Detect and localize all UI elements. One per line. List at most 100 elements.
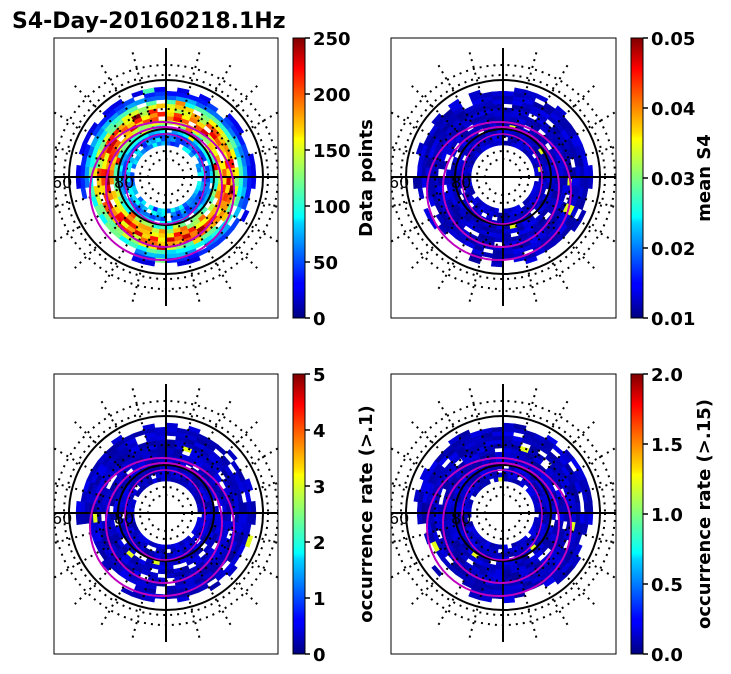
heatmap-cell: [468, 89, 482, 98]
heatmap-cell: [554, 573, 568, 585]
colorbar-tick-label: 50: [313, 253, 338, 274]
heatmap-cell: [468, 256, 482, 265]
heatmap-cell: [142, 423, 156, 431]
heatmap-cell: [491, 90, 504, 97]
heatmap-cell: [419, 467, 429, 481]
heatmap-cell: [75, 500, 82, 514]
colorbar-tick-label: 2: [313, 533, 326, 554]
lat-label-60: 60: [52, 509, 72, 528]
heatmap-cell: [457, 429, 471, 439]
heatmap-cell: [587, 512, 594, 526]
heatmap-cell: [110, 434, 124, 446]
colorbar-tick-label: 1.0: [651, 505, 683, 526]
heatmap-cell: [502, 422, 516, 429]
heatmap-cell: [165, 228, 174, 235]
axes-frame: [390, 37, 617, 319]
heatmap-cell: [120, 587, 134, 597]
heatmap-cell: [157, 569, 167, 575]
heatmap-cell: [502, 597, 516, 604]
heatmap-cell: [502, 233, 512, 239]
lat-labels: 60 80: [389, 509, 471, 528]
heatmap-cell: [165, 439, 176, 445]
heatmap-cell: [165, 115, 175, 121]
heatmap-cell: [491, 426, 504, 433]
heatmap-cell: [157, 111, 167, 117]
heatmap-cell: [176, 259, 190, 267]
auroral-oval-outer: [426, 457, 572, 597]
heatmap-cell: [165, 573, 175, 579]
heatmap-cell: [187, 425, 201, 434]
heatmap-cell: [75, 176, 82, 190]
colorbar: 0.01 0.02 0.03 0.04 0.05 mean S4: [630, 29, 715, 330]
auroral-oval-inner: [442, 126, 560, 248]
heatmap-cell: [570, 219, 582, 233]
heatmap-cell: [468, 592, 482, 601]
heatmap-cell: [208, 580, 222, 592]
colorbar-gradient: [292, 373, 306, 655]
colorbar-tick-label: 3: [313, 477, 326, 498]
lat-labels: 60 80: [389, 173, 471, 192]
lat-label-60: 60: [389, 173, 409, 192]
axes-frame: [53, 37, 279, 319]
colorbar-tick-label: 250: [313, 29, 351, 50]
auroral-oval-outer: [89, 457, 235, 597]
colorbar: 0.0 0.5 1.0 1.5 2.0 occurrence rate (>.15): [630, 365, 715, 666]
colorbar-label: mean S4: [694, 134, 715, 222]
heatmap-cell: [240, 209, 250, 223]
heatmap-cell: [110, 98, 124, 110]
axes-frame: [53, 373, 279, 655]
panel-top-left: 60 80 0 50 100 150 200 250 Data points: [52, 29, 377, 330]
heatmap-cell: [87, 121, 99, 135]
panel-top-right: 60 80 0.01 0.02 0.03 0.04 0.05 mean S4: [389, 29, 715, 330]
auroral-oval-outer: [89, 121, 235, 261]
heatmap-cell: [198, 93, 212, 103]
lat-label-60: 60: [389, 509, 409, 528]
heatmap-cell: [535, 93, 549, 103]
colorbar-tick-label: 1.5: [651, 435, 683, 456]
heatmap-cell: [494, 115, 504, 121]
heatmap-cell: [165, 451, 175, 457]
heatmap-cells: [75, 86, 257, 267]
panel-bottom-right: 60 80 0.0 0.5 1.0 1.5 2.0 occurrence rate (>.15…: [389, 365, 715, 666]
auroral-oval-inner: [442, 462, 560, 584]
heatmap-cell: [153, 86, 167, 93]
auroral-oval-core: [461, 469, 543, 561]
heatmap-cell: [502, 569, 512, 575]
heatmap-cell: [165, 569, 175, 575]
heatmap-cell: [75, 512, 82, 526]
colorbar-tick-label: 0.0: [651, 645, 683, 666]
polar-plot-area: 60 80: [52, 384, 278, 642]
auroral-oval-core: [124, 469, 206, 561]
polar-plot-area: 60 80: [389, 384, 616, 642]
heatmap-cell: [461, 579, 474, 589]
heatmap-cell: [575, 502, 581, 514]
heatmap-cell: [226, 512, 232, 522]
lat-label-80: 80: [114, 173, 134, 192]
heatmap-cell: [158, 564, 167, 571]
heatmap-cell: [495, 228, 504, 235]
panel-bottom-left: 60 80 0 1 2 3 4 5 occurrence rate (>.1): [52, 365, 377, 666]
heatmap-cell: [158, 228, 167, 235]
axes-frame: [390, 373, 617, 655]
colorbar-gradient: [630, 37, 644, 319]
polar-plot-area: 60 80: [389, 48, 616, 306]
lat-labels: 60 80: [52, 509, 134, 528]
auroral-oval-core: [461, 133, 543, 225]
heatmap-cell: [176, 595, 190, 603]
heatmap-cell: [513, 423, 527, 431]
colorbar-label: occurrence rate (>.15): [694, 399, 715, 629]
heatmap-cell: [559, 176, 565, 186]
heatmap-cell: [245, 534, 254, 548]
heatmap-cell: [502, 564, 511, 571]
heatmap-cell: [154, 426, 167, 433]
heatmap-cell: [75, 164, 82, 178]
heatmap-cell: [165, 422, 179, 429]
heatmap-cell: [494, 237, 504, 243]
heatmap-cell: [222, 176, 228, 186]
colorbar-tick-label: 100: [313, 197, 351, 218]
heatmap-cell: [250, 164, 257, 178]
heatmap-cell: [412, 176, 419, 190]
auroral-oval-outer: [426, 121, 572, 261]
lat-label-60: 60: [52, 173, 72, 192]
